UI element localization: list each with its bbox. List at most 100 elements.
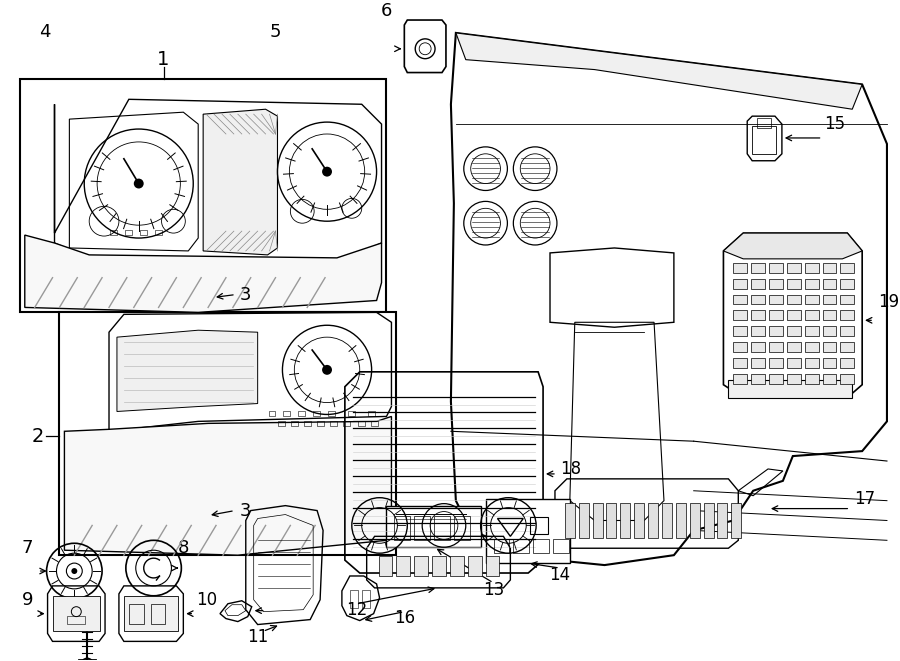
Bar: [752, 295, 765, 305]
Bar: [787, 327, 801, 336]
Text: 16: 16: [394, 609, 415, 627]
Bar: [787, 311, 801, 321]
Bar: [20, 79, 386, 313]
Bar: [734, 279, 747, 289]
Bar: [347, 412, 355, 416]
Bar: [823, 342, 836, 352]
Bar: [52, 596, 100, 631]
Bar: [769, 263, 783, 273]
Text: 8: 8: [177, 539, 189, 557]
Bar: [841, 327, 854, 336]
Bar: [752, 358, 765, 368]
Bar: [124, 596, 178, 631]
Bar: [284, 412, 291, 416]
Bar: [68, 615, 86, 623]
Bar: [368, 412, 374, 416]
Bar: [553, 539, 569, 553]
Bar: [787, 342, 801, 352]
Bar: [150, 603, 166, 623]
Text: 4: 4: [39, 23, 50, 41]
Bar: [734, 295, 747, 305]
Text: 3: 3: [240, 286, 251, 303]
Bar: [432, 556, 446, 576]
Text: 10: 10: [196, 591, 217, 609]
Text: 9: 9: [22, 591, 33, 609]
Bar: [734, 311, 747, 321]
Polygon shape: [65, 416, 392, 555]
Text: 13: 13: [483, 581, 504, 599]
Bar: [805, 279, 819, 289]
Text: 11: 11: [247, 629, 268, 646]
Bar: [823, 279, 836, 289]
Polygon shape: [724, 233, 862, 259]
Bar: [752, 342, 765, 352]
Polygon shape: [117, 330, 257, 412]
Bar: [805, 358, 819, 368]
Bar: [728, 380, 852, 398]
Bar: [752, 374, 765, 384]
Bar: [379, 556, 392, 576]
Bar: [292, 421, 298, 426]
Bar: [129, 603, 144, 623]
Bar: [493, 539, 509, 553]
Bar: [343, 421, 350, 426]
Bar: [396, 556, 410, 576]
Bar: [362, 590, 370, 607]
Bar: [787, 295, 801, 305]
Bar: [787, 263, 801, 273]
Text: 15: 15: [824, 115, 846, 133]
Bar: [450, 556, 464, 576]
Bar: [752, 279, 765, 289]
Bar: [125, 230, 131, 235]
Bar: [787, 358, 801, 368]
Bar: [757, 118, 771, 128]
Bar: [454, 516, 470, 540]
Bar: [486, 556, 500, 576]
Text: 6: 6: [381, 2, 392, 20]
Bar: [634, 502, 644, 538]
Bar: [805, 327, 819, 336]
Bar: [648, 502, 658, 538]
Circle shape: [71, 568, 77, 574]
Bar: [841, 311, 854, 321]
Bar: [579, 502, 589, 538]
Bar: [513, 539, 529, 553]
Bar: [734, 342, 747, 352]
Circle shape: [322, 365, 332, 375]
Bar: [841, 279, 854, 289]
Bar: [110, 230, 117, 235]
Bar: [841, 358, 854, 368]
Bar: [823, 374, 836, 384]
Bar: [734, 327, 747, 336]
Bar: [394, 516, 410, 540]
Bar: [59, 313, 396, 555]
Bar: [734, 263, 747, 273]
Bar: [592, 502, 602, 538]
Bar: [805, 311, 819, 321]
Bar: [732, 502, 742, 538]
Text: 18: 18: [560, 460, 581, 478]
Bar: [298, 412, 305, 416]
Bar: [823, 295, 836, 305]
Bar: [823, 263, 836, 273]
Bar: [434, 516, 450, 540]
Bar: [414, 556, 428, 576]
Bar: [769, 374, 783, 384]
Bar: [268, 412, 275, 416]
Bar: [823, 327, 836, 336]
Bar: [841, 263, 854, 273]
Bar: [155, 230, 161, 235]
Bar: [717, 502, 727, 538]
Bar: [769, 311, 783, 321]
Bar: [734, 374, 747, 384]
Text: 14: 14: [549, 566, 571, 584]
Bar: [841, 374, 854, 384]
Bar: [607, 502, 616, 538]
Bar: [769, 327, 783, 336]
Bar: [752, 327, 765, 336]
Bar: [328, 412, 335, 416]
Text: 2: 2: [32, 427, 44, 446]
Bar: [823, 358, 836, 368]
Bar: [823, 311, 836, 321]
Bar: [805, 374, 819, 384]
